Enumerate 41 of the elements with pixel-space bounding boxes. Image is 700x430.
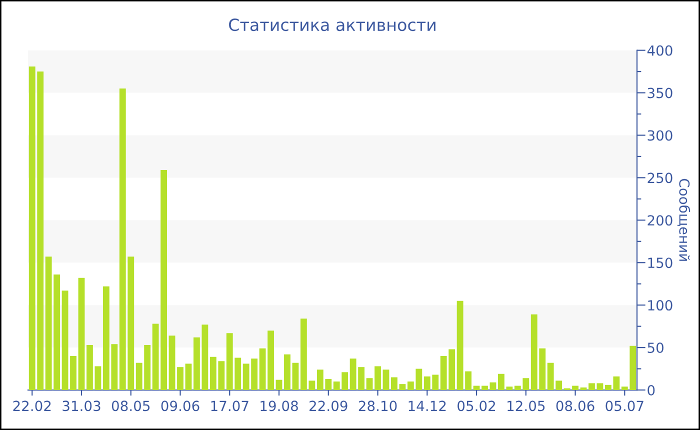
y-tick-label: 300 [648,130,672,141]
y-tick-label: 400 [647,45,672,56]
bar [168,336,176,390]
x-tick-label: 12.05 [508,400,545,412]
bar [70,356,76,390]
x-tick-label: 09.06 [161,400,200,412]
y-tick-label: 350 [648,88,672,98]
x-tick-label: 17.07 [211,400,248,412]
x-tick-label: 14.12 [408,400,446,411]
x-tick-label: 22.09 [310,400,348,412]
chart-title: Статистика активности [229,18,436,32]
bar [366,378,373,390]
x-tick-label: 19.08 [260,400,298,412]
bar [374,366,381,390]
y-tick-label: 50 [648,342,664,354]
y-axis-title: Сообщений [677,178,690,261]
y-tick-label: 100 [648,300,672,311]
bar [596,383,604,390]
bar [382,370,390,390]
bar [482,386,488,390]
bar [580,387,587,390]
bar [292,362,299,390]
y-tick-label: 0 [648,384,655,396]
y-tick-label: 250 [648,172,672,184]
x-tick-label: 05.02 [458,400,496,412]
bar [490,382,496,390]
x-tick-label: 22.02 [13,400,51,412]
bar [276,380,282,390]
x-tick-label: 08.06 [556,400,594,412]
y-tick-label: 150 [648,258,672,268]
bar [185,364,192,390]
x-tick-label: 08.05 [112,400,150,412]
bar [284,354,290,390]
bar [588,383,595,390]
x-tick-label: 28.10 [358,400,397,412]
y-tick-label: 200 [648,215,672,226]
bar [78,278,85,390]
x-tick-label: 31.03 [62,400,100,412]
x-tick-label: 05.07 [606,400,644,412]
bar [177,367,184,390]
bar [62,290,68,390]
